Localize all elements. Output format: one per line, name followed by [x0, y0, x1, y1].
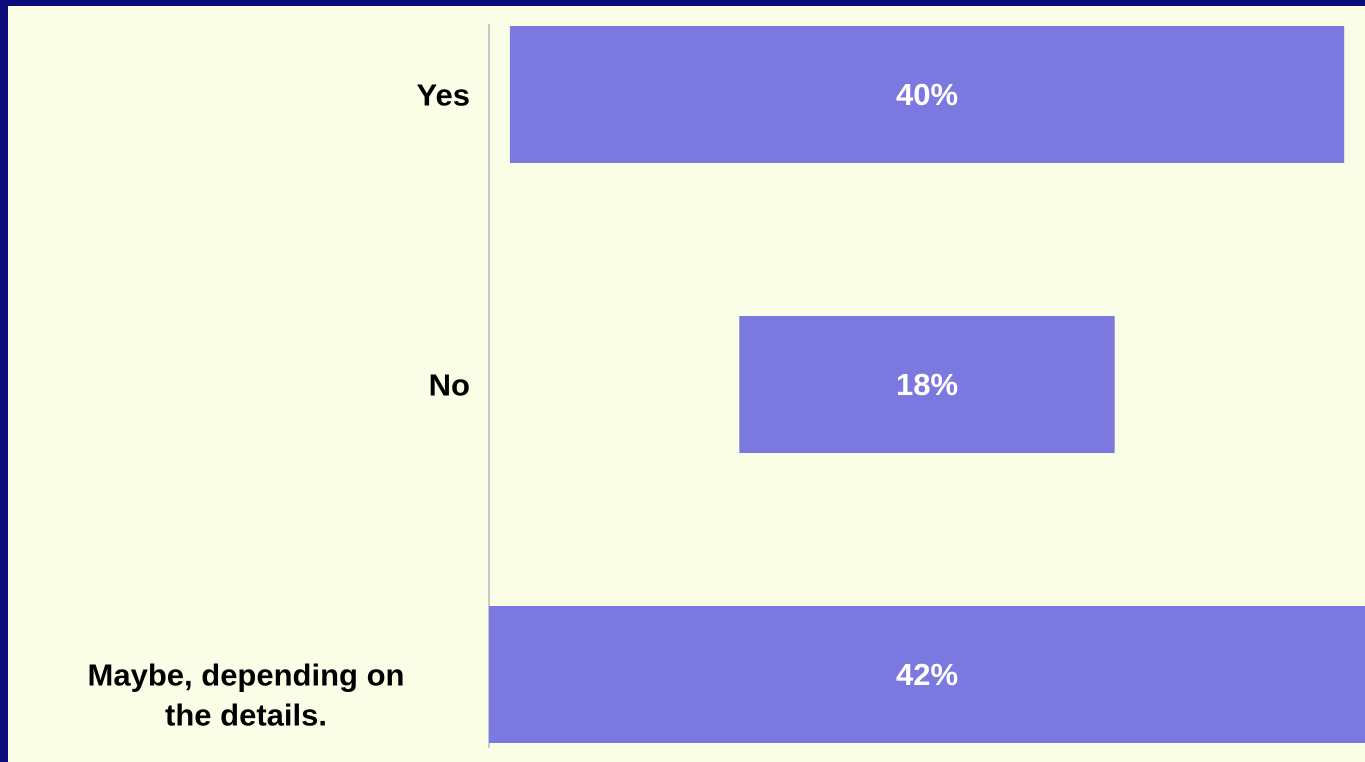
category-label-line: No — [429, 367, 470, 402]
bar-1 — [739, 316, 1115, 453]
bar-value-label: 40% — [896, 77, 958, 112]
bars-group: 40% 18% 42% — [489, 26, 1365, 743]
category-label-line: Yes — [417, 77, 470, 112]
category-label-line: Maybe, depending on — [88, 657, 405, 692]
chart-frame: 40% 18% 42% Yes No Maybe, depending on the de… — [8, 6, 1365, 762]
category-labels-group: Yes No Maybe, depending on the details. — [88, 77, 470, 732]
category-label: No — [429, 367, 470, 402]
bar-value-label: 42% — [896, 657, 958, 692]
bar-value-label: 18% — [896, 367, 958, 402]
category-label: Maybe, depending on the details. — [88, 657, 405, 732]
category-label-line: the details. — [165, 697, 327, 732]
horizontal-bar-chart: 40% 18% 42% Yes No Maybe, depending on the de… — [88, 24, 1365, 748]
category-label: Yes — [417, 77, 470, 112]
bar-0 — [509, 26, 1345, 163]
bar-2 — [489, 606, 1365, 743]
